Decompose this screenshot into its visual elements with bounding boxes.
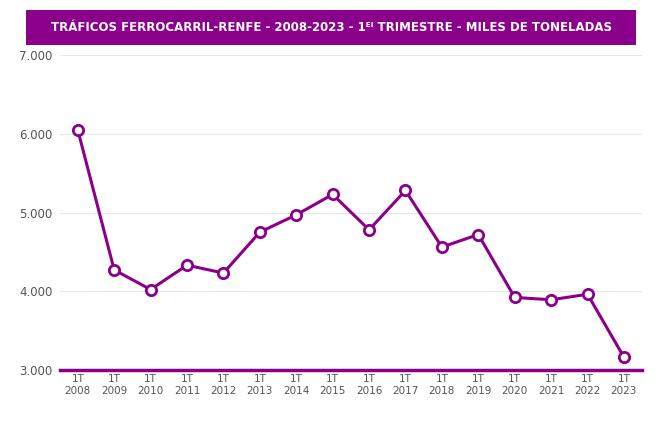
Point: [473, 231, 483, 238]
Point: [72, 127, 83, 133]
Point: [145, 286, 156, 293]
Point: [509, 294, 520, 301]
Point: [291, 212, 302, 218]
Point: [109, 266, 119, 273]
Point: [618, 354, 629, 360]
Point: [327, 191, 338, 198]
Point: [254, 229, 265, 235]
Point: [181, 262, 192, 269]
Text: TRÁFICOS FERROCARRIL-RENFE - 2008-2023 - 1ᴱᴵ TRIMESTRE - MILES DE TONELADAS: TRÁFICOS FERROCARRIL-RENFE - 2008-2023 -…: [50, 21, 612, 34]
Point: [218, 269, 229, 276]
Point: [363, 227, 374, 233]
Point: [583, 291, 593, 298]
Point: [400, 187, 410, 194]
Point: [545, 296, 556, 303]
Point: [437, 244, 448, 250]
